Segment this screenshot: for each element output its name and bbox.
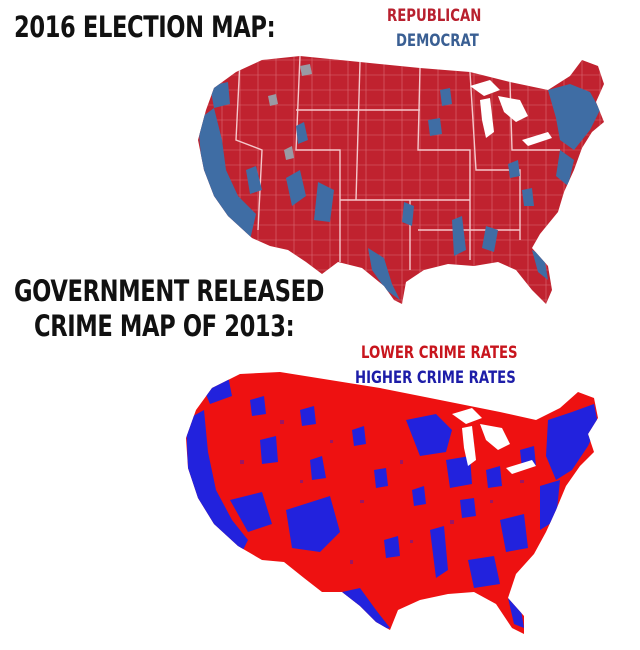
election-map-title: 2016 ELECTION MAP: bbox=[14, 10, 276, 44]
legend-democrat: DEMOCRAT bbox=[396, 31, 479, 51]
legend-republican: REPUBLICAN bbox=[387, 6, 482, 26]
state-borders bbox=[235, 56, 560, 270]
democrat-regions bbox=[198, 82, 600, 300]
crime-map-title-line2: CRIME MAP OF 2013: bbox=[34, 309, 295, 343]
great-lakes-lower bbox=[452, 408, 536, 474]
crime-map-title-line1: GOVERNMENT RELEASED bbox=[14, 274, 325, 308]
legend-higher-crime: HIGHER CRIME RATES bbox=[355, 368, 516, 388]
legend-lower-crime: LOWER CRIME RATES bbox=[361, 343, 518, 363]
no-data-regions bbox=[268, 64, 312, 160]
great-lakes bbox=[470, 80, 552, 146]
higher-crime-regions bbox=[186, 376, 598, 630]
